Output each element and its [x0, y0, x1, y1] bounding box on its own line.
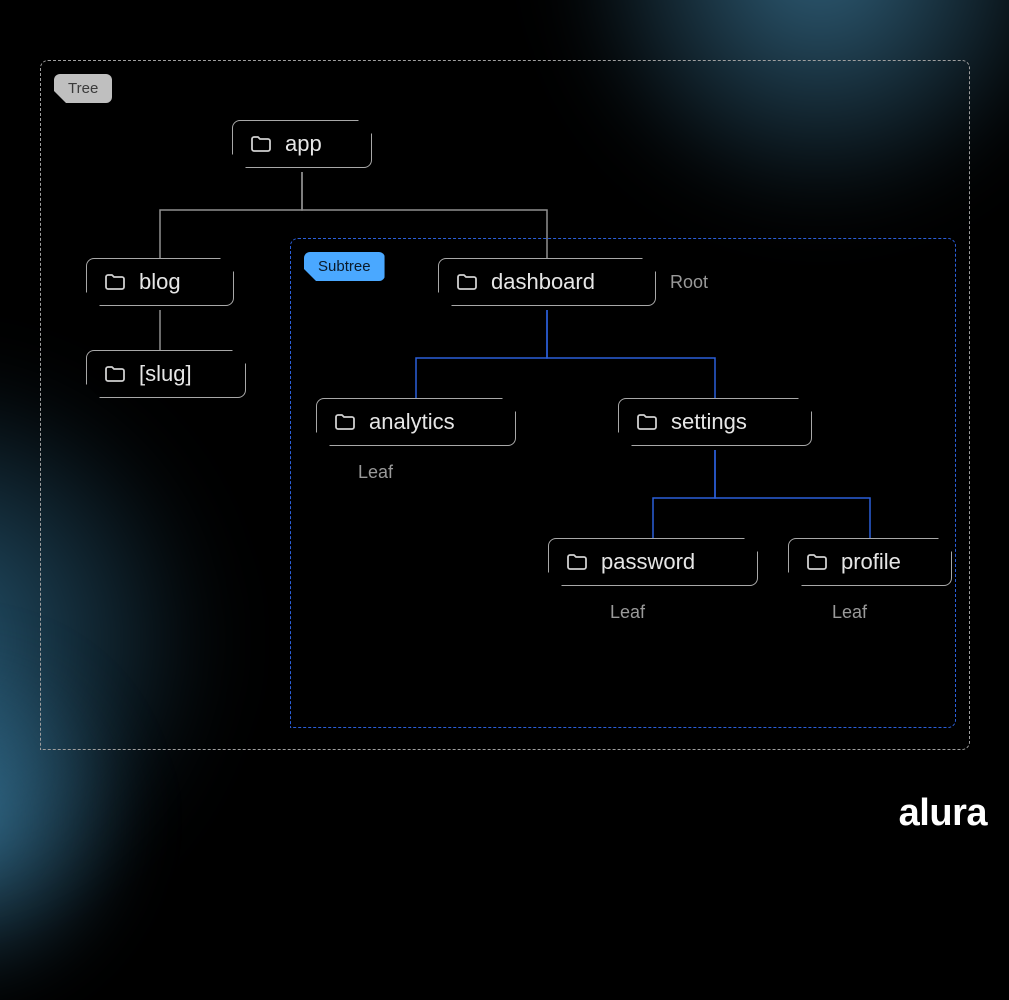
annotation-root: Root — [670, 272, 708, 293]
folder-icon — [805, 550, 829, 574]
folder-node-password: password — [548, 538, 758, 586]
folder-node-label: [slug] — [139, 361, 192, 387]
annotation-leaf_analytics: Leaf — [358, 462, 393, 483]
folder-node-label: app — [285, 131, 322, 157]
folder-icon — [249, 132, 273, 156]
subtree-label: Subtree — [304, 252, 385, 281]
folder-node-label: password — [601, 549, 695, 575]
folder-node-label: dashboard — [491, 269, 595, 295]
folder-icon — [103, 270, 127, 294]
tree-label: Tree — [54, 74, 112, 103]
folder-node-app: app — [232, 120, 372, 168]
folder-node-label: analytics — [369, 409, 455, 435]
folder-node-settings: settings — [618, 398, 812, 446]
folder-node-blog: blog — [86, 258, 234, 306]
annotation-leaf_profile: Leaf — [832, 602, 867, 623]
folder-node-analytics: analytics — [316, 398, 516, 446]
folder-icon — [635, 410, 659, 434]
subtree-outline — [290, 238, 956, 728]
folder-node-label: profile — [841, 549, 901, 575]
folder-node-label: blog — [139, 269, 181, 295]
folder-icon — [455, 270, 479, 294]
folder-icon — [333, 410, 357, 434]
brand-logo: alura — [899, 792, 987, 835]
folder-node-label: settings — [671, 409, 747, 435]
folder-node-profile: profile — [788, 538, 952, 586]
annotation-leaf_password: Leaf — [610, 602, 645, 623]
folder-node-dashboard: dashboard — [438, 258, 656, 306]
folder-icon — [103, 362, 127, 386]
folder-node-slug: [slug] — [86, 350, 246, 398]
folder-icon — [565, 550, 589, 574]
